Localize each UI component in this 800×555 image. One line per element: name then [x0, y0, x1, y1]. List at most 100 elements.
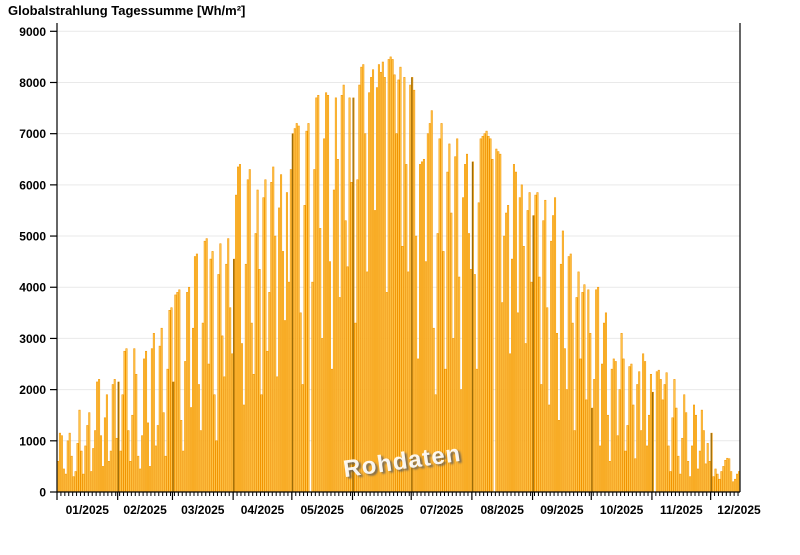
month-boundary-bar [651, 392, 654, 492]
daily-bar [409, 84, 412, 493]
daily-bar [209, 258, 212, 493]
daily-bar [381, 61, 384, 493]
daily-bar [458, 276, 461, 493]
x-month-label: 01/2025 [66, 503, 110, 517]
y-tick-label: 8000 [19, 76, 46, 90]
daily-bar [644, 361, 647, 493]
daily-bar [583, 284, 586, 493]
daily-bar [197, 384, 200, 493]
daily-bar [262, 197, 265, 493]
month-boundary-bar [471, 161, 474, 492]
daily-bar [327, 95, 330, 493]
daily-bar [370, 77, 373, 493]
daily-bar [164, 455, 167, 493]
chart-title: Globalstrahlung Tagessumme [Wh/m²] [8, 3, 246, 18]
daily-bar [548, 404, 551, 493]
daily-bar [436, 233, 439, 493]
daily-bar [728, 458, 731, 493]
daily-bar [121, 394, 124, 493]
daily-bar [287, 281, 290, 493]
daily-bar [518, 197, 521, 493]
month-boundary-bar [117, 381, 119, 492]
daily-bar [516, 312, 519, 493]
daily-bar [456, 138, 459, 493]
daily-bar [293, 128, 296, 493]
daily-bar [111, 384, 114, 493]
daily-bar [178, 289, 181, 493]
daily-bar [538, 276, 541, 493]
daily-bar [133, 348, 136, 493]
daily-bar [368, 92, 371, 493]
daily-bar [673, 379, 676, 493]
daily-bar [647, 414, 650, 493]
daily-bar [168, 310, 171, 493]
daily-bar [646, 445, 649, 493]
x-month-label: 12/2025 [717, 503, 761, 517]
daily-bar [477, 202, 480, 493]
daily-bar [671, 417, 674, 493]
daily-bar [356, 179, 359, 493]
daily-bar [227, 238, 230, 493]
daily-bar [338, 297, 341, 493]
daily-bar [397, 79, 400, 493]
daily-bar [552, 215, 555, 493]
y-tick-label: 3000 [19, 332, 46, 346]
daily-bar [199, 430, 202, 493]
daily-bar [575, 297, 578, 493]
daily-bar [213, 394, 216, 493]
daily-bar [80, 450, 83, 493]
daily-bar [395, 133, 398, 493]
daily-bar [272, 166, 275, 493]
daily-bar [491, 158, 494, 493]
daily-bar [170, 307, 173, 493]
x-month-label: 06/2025 [360, 503, 404, 517]
x-month-label: 10/2025 [600, 503, 644, 517]
daily-bar [514, 171, 517, 493]
daily-bar [511, 258, 514, 493]
daily-bar [446, 171, 449, 493]
y-tick-label: 0 [39, 486, 46, 500]
daily-bar [285, 192, 288, 493]
daily-bar [158, 345, 161, 493]
daily-bar [534, 194, 537, 493]
daily-bar [330, 368, 333, 493]
month-boundary-bar [591, 408, 593, 492]
daily-bar [375, 87, 378, 493]
daily-bar [88, 412, 91, 493]
daily-bar [366, 271, 369, 493]
daily-bar [311, 281, 314, 493]
daily-bar [473, 274, 476, 493]
x-month-label: 08/2025 [481, 503, 525, 517]
daily-bar [101, 466, 104, 493]
daily-bar [694, 414, 697, 493]
daily-bar [483, 133, 486, 493]
daily-bar [460, 389, 463, 493]
daily-bar [581, 292, 584, 493]
daily-bar [618, 389, 621, 493]
daily-bar [601, 363, 604, 493]
daily-bar [135, 373, 138, 493]
daily-bar [119, 450, 122, 493]
daily-bar [595, 289, 598, 493]
daily-bar [377, 64, 380, 493]
daily-bar [125, 348, 128, 493]
daily-bar [718, 478, 721, 493]
daily-bar [74, 471, 77, 493]
daily-bar [630, 363, 633, 493]
daily-bar [66, 440, 69, 493]
daily-bar [734, 478, 737, 493]
daily-bar [708, 461, 711, 493]
daily-bar [225, 263, 228, 493]
daily-bar [107, 461, 110, 493]
x-month-label: 04/2025 [241, 503, 285, 517]
daily-bar [315, 97, 318, 493]
daily-bar [696, 468, 699, 493]
daily-bar [569, 253, 572, 493]
daily-bar [139, 468, 142, 493]
daily-bar [544, 199, 547, 493]
daily-bar [571, 322, 574, 493]
daily-bar [329, 261, 332, 493]
daily-bar [217, 274, 220, 493]
daily-bar [385, 292, 388, 493]
daily-bar [501, 302, 504, 493]
